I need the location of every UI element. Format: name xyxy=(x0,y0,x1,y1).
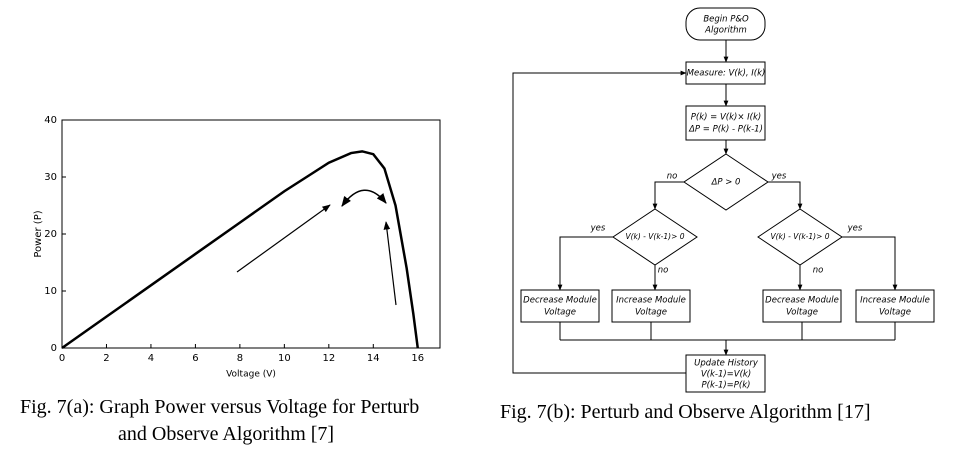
node-text: Increase Module xyxy=(860,296,930,306)
x-tick-label: 2 xyxy=(103,353,109,364)
node-text: ΔP > 0 xyxy=(711,178,741,188)
edge-label: yes xyxy=(590,224,606,234)
caption: Fig. 7(a): Graph Power versus Voltage fo… xyxy=(20,396,419,418)
flowchart: Begin P&O Algorithm Measure: V(k), I(k) … xyxy=(512,7,935,393)
node-text: Voltage xyxy=(635,308,667,318)
node-text: Increase Module xyxy=(616,296,686,306)
node-text: V(k) - V(k-1)> 0 xyxy=(625,232,684,241)
y-tick-label: 30 xyxy=(44,172,57,183)
node-text: P(k) = V(k)× I(k) xyxy=(691,113,761,123)
plot-frame xyxy=(61,119,441,349)
edge-label: no xyxy=(667,172,678,182)
y-tick-label: 10 xyxy=(44,286,57,297)
y-tick-label: 40 xyxy=(44,115,57,126)
node-text: Voltage xyxy=(786,308,818,318)
process-node xyxy=(855,289,935,323)
node-text: Voltage xyxy=(879,308,911,318)
edge-label: yes xyxy=(771,172,787,182)
node-text: Begin P&O xyxy=(703,15,749,25)
caption: and Observe Algorithm [7] xyxy=(118,423,334,445)
y-tick-label: 0 xyxy=(51,343,57,354)
x-tick-label: 4 xyxy=(148,353,154,364)
x-tick-label: 8 xyxy=(237,353,243,364)
node-text: V(k) - V(k-1)> 0 xyxy=(770,232,829,241)
pv-curve xyxy=(61,150,420,350)
process-node xyxy=(520,289,600,323)
node-text: Voltage xyxy=(544,308,576,318)
annotation-arrow xyxy=(383,221,397,306)
annotation-arrow xyxy=(341,189,387,207)
node-text: P(k-1)=P(k) xyxy=(702,381,751,391)
connector xyxy=(512,70,687,374)
x-tick-label: 16 xyxy=(411,353,424,364)
node-text: Algorithm xyxy=(704,26,747,36)
connector xyxy=(557,236,613,291)
edge-label: no xyxy=(658,266,669,276)
node-text: Decrease Module xyxy=(765,296,839,306)
decision-node xyxy=(683,153,769,211)
process-node xyxy=(611,289,691,323)
x-tick-label: 6 xyxy=(192,353,198,364)
connector xyxy=(652,181,684,210)
edge-label: yes xyxy=(847,224,863,234)
x-tick-label: 0 xyxy=(59,353,65,364)
pv-chart: 0 2 4 6 8 10 12 14 16 0 10 20 30 40 Voltage (V) Power (… xyxy=(33,115,441,380)
node-text: Measure: V(k), I(k) xyxy=(687,69,766,79)
node-text: ΔP = P(k) - P(k-1) xyxy=(688,125,763,135)
process-node xyxy=(685,354,766,393)
annotation-arrow xyxy=(236,204,331,273)
x-tick-label: 10 xyxy=(278,353,291,364)
connector xyxy=(842,236,898,291)
process-node xyxy=(685,105,766,141)
x-axis-label: Voltage (V) xyxy=(226,370,276,380)
y-tick-label: 20 xyxy=(44,229,57,240)
x-tick-label: 12 xyxy=(322,353,335,364)
caption: Fig. 7(b): Perturb and Observe Algorithm… xyxy=(500,401,871,423)
y-axis-label: Power (P) xyxy=(33,210,44,257)
node-text: Update History xyxy=(694,359,759,369)
connector xyxy=(768,181,803,210)
node-text: Decrease Module xyxy=(523,296,597,306)
node-text: V(k-1)=V(k) xyxy=(701,370,751,380)
edge-label: no xyxy=(813,266,824,276)
x-tick-label: 14 xyxy=(367,353,380,364)
